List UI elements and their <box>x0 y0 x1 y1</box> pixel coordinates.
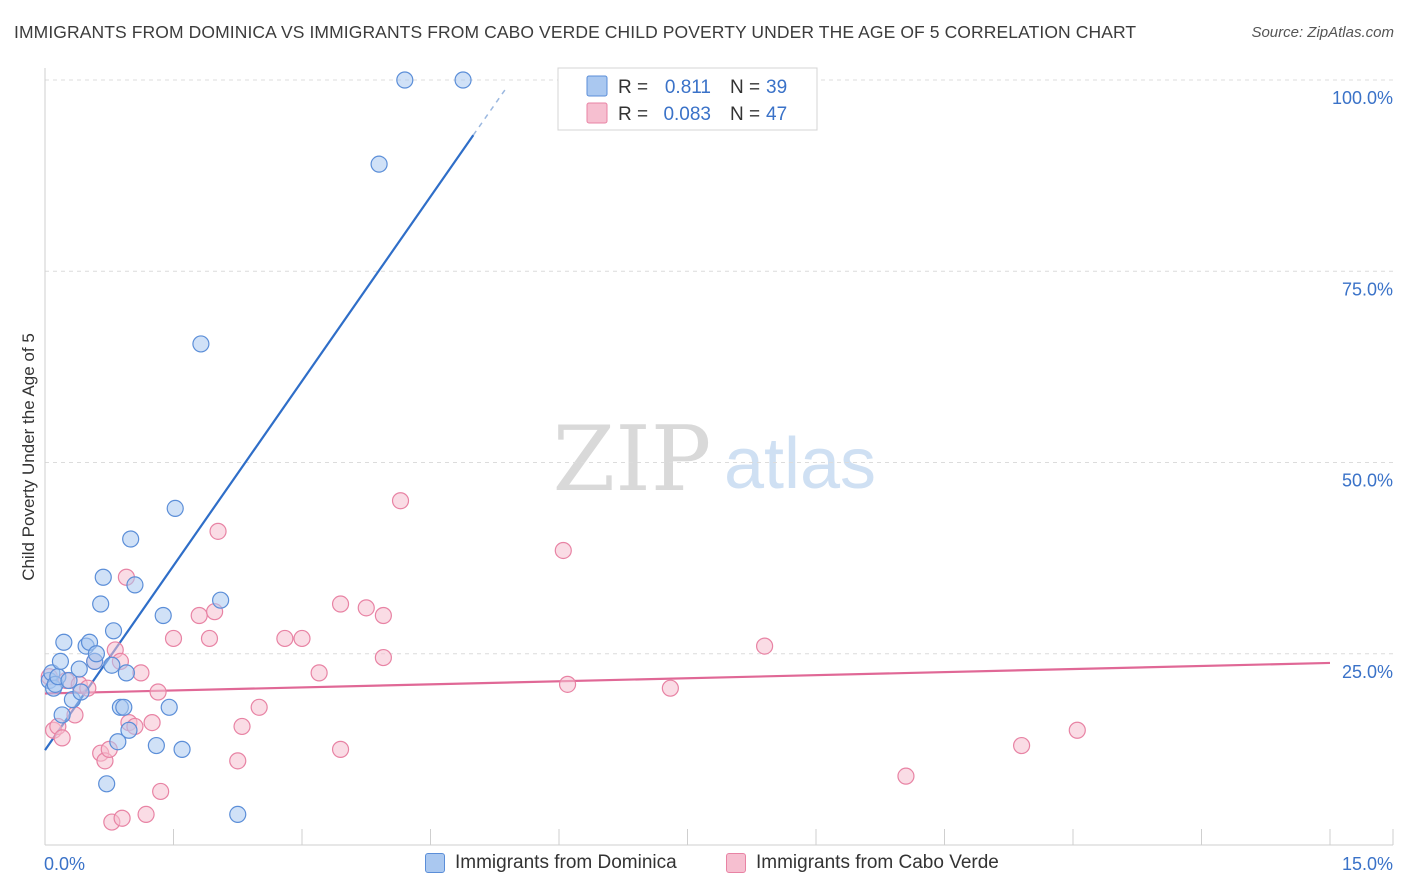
caboverde-point <box>331 595 350 613</box>
dominica-point <box>98 775 116 793</box>
caboverde-point <box>209 522 227 540</box>
dominica-point <box>94 568 112 586</box>
y-tick-label: 25.0% <box>1342 662 1393 682</box>
stats-r-value-caboverde: 0.083 <box>663 104 711 125</box>
caboverde-point <box>755 637 774 655</box>
caboverde-point <box>53 729 71 747</box>
caboverde-point <box>137 805 155 824</box>
dominica-point <box>370 155 388 173</box>
caboverde-point <box>293 629 311 648</box>
caboverde-point <box>250 698 268 716</box>
axes <box>44 68 1394 846</box>
stats-n-value-dominica: 39 <box>766 77 787 98</box>
caboverde-point <box>113 809 131 827</box>
stats-r-label-dominica: R = <box>618 77 648 98</box>
dominica-point <box>109 733 127 751</box>
dominica-point <box>70 660 88 678</box>
stats-box: R = 0.811 N = 39 R = 0.083 N = 47 <box>557 67 818 131</box>
dominica-point <box>212 591 230 609</box>
chart-title: IMMIGRANTS FROM DOMINICA VS IMMIGRANTS F… <box>14 22 1137 42</box>
caboverde-point <box>357 599 375 617</box>
y-tick-label: 50.0% <box>1342 471 1393 491</box>
stats-n-value-caboverde: 47 <box>766 104 787 125</box>
dominica-point <box>396 71 414 89</box>
x-tick-labels: 0.0% 15.0% <box>44 854 1393 874</box>
caboverde-point <box>310 664 328 682</box>
caboverde-point <box>391 492 410 510</box>
caboverde-point <box>200 629 219 648</box>
dominica-point <box>120 721 138 739</box>
dominica-point <box>122 530 140 548</box>
watermark: ZIP atlas <box>553 407 876 512</box>
dominica-points <box>40 71 472 824</box>
dominica-point <box>126 576 144 594</box>
caboverde-point <box>276 629 294 648</box>
stats-n-label-dominica: N = <box>730 77 760 98</box>
caboverde-point <box>1068 721 1086 739</box>
legend-item-dominica: Immigrants from Dominica <box>425 852 677 874</box>
stats-n-label-caboverde: N = <box>730 104 760 125</box>
dominica-point <box>173 740 191 758</box>
dominica-point <box>51 652 70 671</box>
stats-swatch-caboverde <box>586 102 608 124</box>
watermark-atlas: atlas <box>724 424 876 504</box>
caboverde-point <box>190 606 208 625</box>
source-credit: Source: ZipAtlas.com <box>1251 24 1394 41</box>
caboverde-point <box>374 606 392 625</box>
caboverde-point <box>152 782 170 801</box>
dominica-point <box>117 664 135 682</box>
dominica-point <box>115 698 133 716</box>
caboverde-point <box>331 740 350 758</box>
dominica-point <box>104 622 123 640</box>
x-tick-label: 15.0% <box>1342 854 1393 874</box>
legend-item-caboverde: Immigrants from Cabo Verde <box>726 852 999 874</box>
stats-swatch-dominica <box>586 75 608 97</box>
dominica-point <box>192 335 210 353</box>
dominica-point <box>53 706 71 724</box>
caboverde-point <box>233 717 251 736</box>
caboverde-point <box>143 713 161 732</box>
caboverde-point <box>554 541 572 560</box>
legend-label-dominica: Immigrants from Dominica <box>455 852 677 873</box>
dominica-trendline-extension <box>472 85 509 136</box>
legend-label-caboverde: Immigrants from Cabo Verde <box>756 852 999 873</box>
legend-swatch-caboverde <box>726 853 746 873</box>
legend-swatch-dominica <box>425 853 445 873</box>
y-axis-label: Child Poverty Under the Age of 5 <box>19 333 38 581</box>
caboverde-trendline <box>44 661 1331 695</box>
dominica-point <box>154 606 172 625</box>
dominica-point <box>454 71 472 89</box>
caboverde-point <box>149 683 167 701</box>
dominica-point <box>55 633 73 651</box>
caboverde-point <box>897 767 915 785</box>
watermark-zip: ZIP <box>553 407 712 512</box>
caboverde-point <box>661 679 679 697</box>
caboverde-point <box>132 664 150 682</box>
caboverde-trendline-solid <box>44 661 1331 695</box>
dominica-point <box>160 698 178 716</box>
dominica-point <box>60 671 78 690</box>
gridlines <box>45 79 1393 655</box>
y-tick-label: 75.0% <box>1342 279 1393 299</box>
caboverde-point <box>558 675 577 693</box>
stats-r-label-caboverde: R = <box>618 104 648 125</box>
caboverde-point <box>374 648 392 667</box>
stats-r-value-dominica: 0.811 <box>665 77 711 98</box>
dominica-point <box>103 656 121 674</box>
caboverde-points <box>40 492 1086 831</box>
dominica-point <box>229 805 247 824</box>
caboverde-point <box>164 629 183 648</box>
dominica-point <box>72 683 90 701</box>
caboverde-point <box>229 752 247 770</box>
dominica-point <box>92 595 110 613</box>
y-tick-labels: 25.0% 50.0% 75.0% 100.0% <box>1332 88 1393 682</box>
y-tick-label: 100.0% <box>1332 88 1393 108</box>
dominica-point <box>147 736 165 755</box>
caboverde-point <box>1012 736 1031 755</box>
dominica-point <box>166 499 184 517</box>
x-tick-label: 0.0% <box>44 854 85 874</box>
dominica-point <box>87 645 106 663</box>
